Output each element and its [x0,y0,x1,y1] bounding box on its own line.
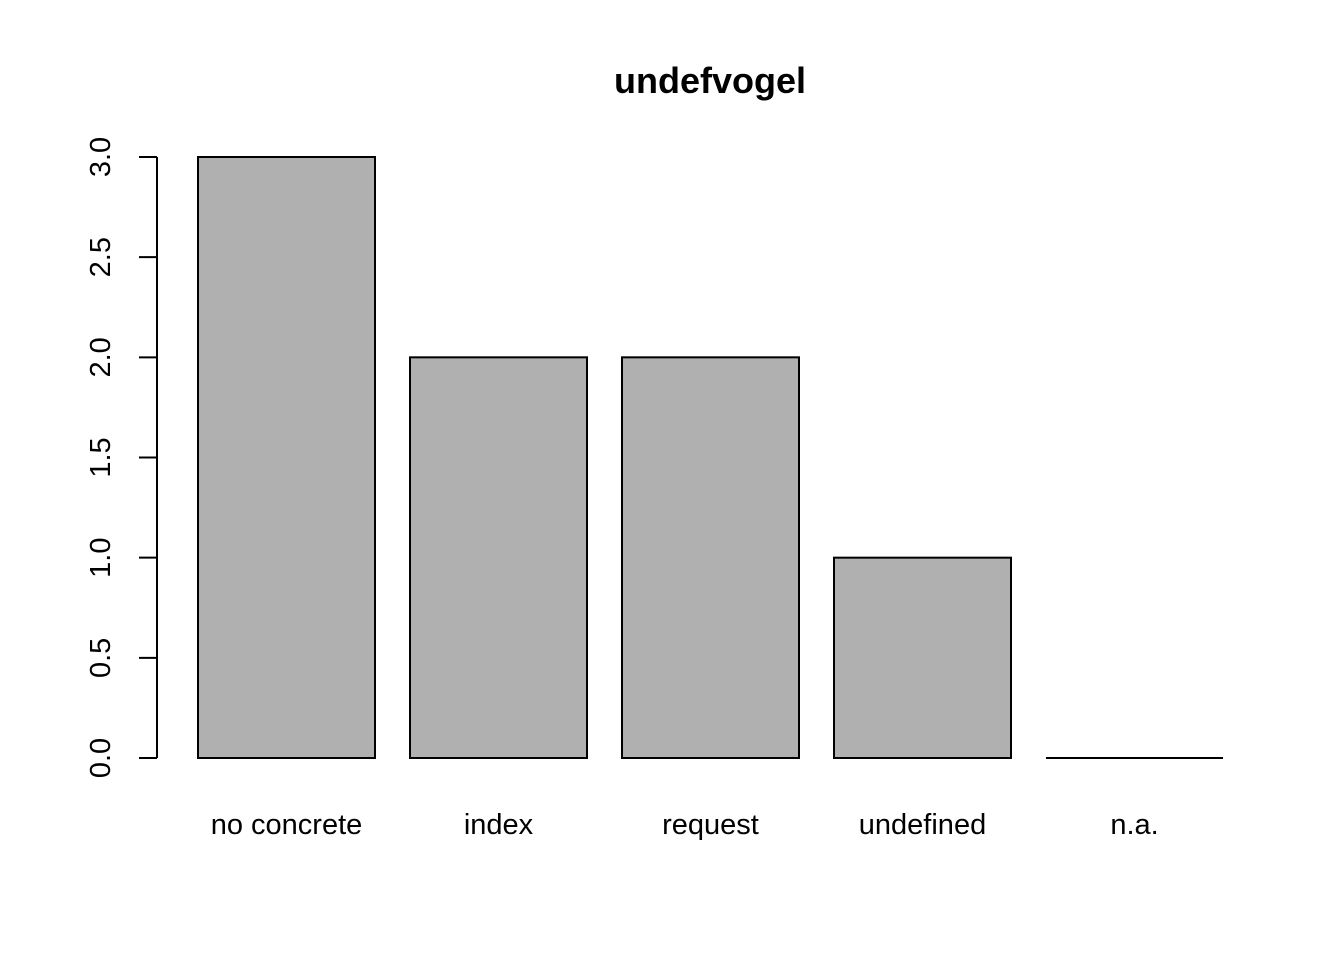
y-tick-label: 1.5 [85,437,117,477]
x-category-label: request [662,809,759,841]
y-tick-label: 3.0 [85,137,117,177]
y-tick-label: 0.0 [85,738,117,778]
bar [833,556,1012,760]
chart-title: undefvogel [614,60,806,101]
y-tick-label: 1.0 [85,538,117,578]
y-axis: 0.0 0.5 1.0 1.5 2.0 2.5 3.0 [85,137,158,778]
bars [197,156,1223,760]
bar [409,356,588,759]
x-category-label: no concrete [211,809,363,841]
bar [621,356,800,759]
y-tick-label: 2.5 [85,237,117,277]
x-category-label: undefined [859,809,986,841]
x-category-label: index [464,809,534,841]
x-category-label: n.a. [1110,809,1158,841]
x-axis-labels: no concrete index request undefined n.a. [211,809,1159,841]
y-tick-label: 2.0 [85,337,117,377]
y-tick-label: 0.5 [85,638,117,678]
bar [197,156,376,759]
